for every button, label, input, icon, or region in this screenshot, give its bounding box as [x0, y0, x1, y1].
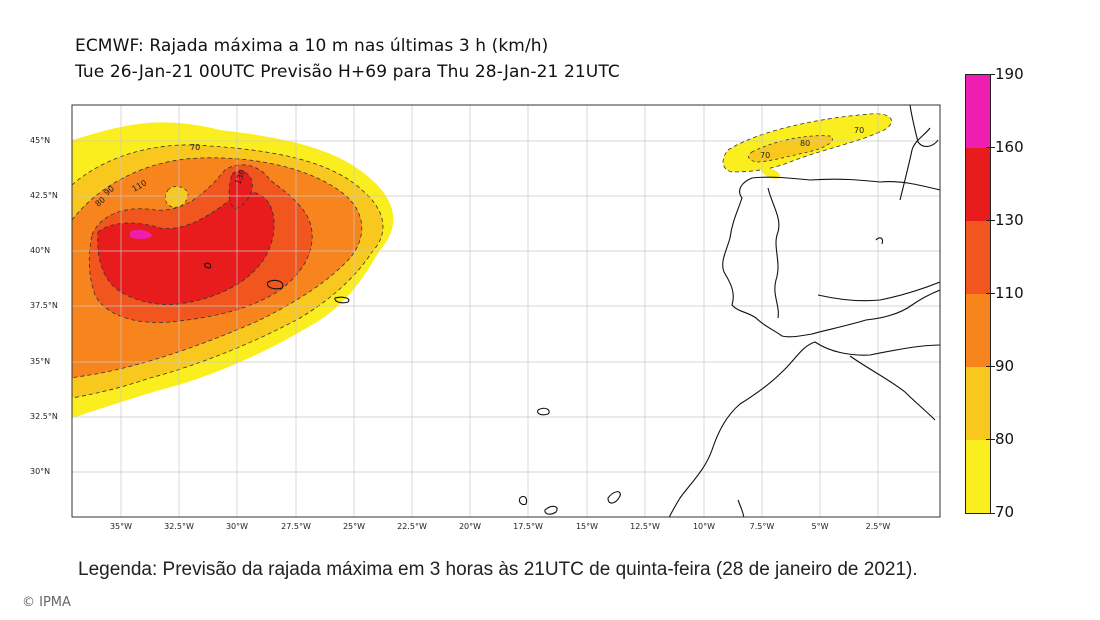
contour-label-70-coast: 70 [760, 151, 770, 160]
colorbar-tick [986, 147, 995, 148]
gust-zone-80-biscay [748, 135, 833, 163]
colorbar-tick [986, 74, 995, 75]
colorbar-label: 70 [995, 503, 1015, 521]
canary-island-1 [607, 491, 621, 504]
contour-label-70-biscay: 70 [854, 126, 864, 135]
coordinate-grid [72, 105, 940, 517]
coastlines [204, 105, 940, 517]
azores-island-1 [266, 279, 284, 290]
lon-label: 30°W [225, 522, 249, 531]
gust-field-biscay [722, 113, 892, 179]
copyright-credit: © IPMA [22, 595, 71, 610]
colorbar-tick [986, 293, 995, 294]
lon-label: 15°W [575, 522, 599, 531]
colorbar-label: 160 [995, 138, 1024, 156]
lat-label: 45°N [30, 136, 51, 145]
lat-label: 32.5°N [30, 412, 58, 421]
gust-zone-80-island [164, 186, 189, 208]
colorbar-segment-160-190 [966, 75, 990, 148]
lon-label: 32.5°W [164, 522, 194, 531]
colorbar-label: 110 [995, 284, 1024, 302]
lon-label: 35°W [109, 522, 133, 531]
map-title: ECMWF: Rajada máxima a 10 m nas últimas … [75, 36, 549, 56]
balearic-island [875, 237, 884, 245]
lon-label: 17.5°W [513, 522, 543, 531]
gust-zone-160 [130, 229, 152, 240]
lon-label: 20°W [458, 522, 482, 531]
colorbar-segment-80-90 [966, 367, 990, 440]
madeira-island [537, 407, 550, 416]
colorbar-segment-130-160 [966, 148, 990, 221]
inner-border [817, 281, 940, 302]
contour-label-80-biscay: 80 [800, 139, 810, 148]
colorbar-tick [986, 366, 995, 367]
lat-label: 37.5°N [30, 301, 58, 310]
lat-label: 42.5°N [30, 191, 58, 200]
colorbar-tick [986, 513, 995, 514]
colorbar-label: 190 [995, 65, 1024, 83]
lon-label: 25°W [342, 522, 366, 531]
map-subtitle: Tue 26-Jan-21 00UTC Previsão H+69 para T… [75, 62, 620, 82]
gust-zone-130 [97, 191, 275, 305]
morocco-coast [668, 341, 940, 517]
colorbar-segment-90-110 [966, 294, 990, 367]
colorbar-tick [986, 439, 995, 440]
lat-label: 30°N [30, 467, 51, 476]
lon-label: 22.5°W [397, 522, 427, 531]
gust-field-atlantic [72, 122, 394, 419]
lon-label: 5°W [811, 522, 829, 531]
western-sahara-border [737, 499, 745, 517]
lon-label: 27.5°W [281, 522, 311, 531]
lon-label: 2.5°W [865, 522, 891, 531]
lon-label: 7.5°W [749, 522, 775, 531]
caption: Legenda: Previsão da rajada máxima em 3 … [78, 559, 918, 580]
colorbar [965, 74, 991, 514]
europe-coast-north [909, 105, 939, 148]
portugal-border [767, 187, 780, 319]
colorbar-segment-70-80 [966, 440, 990, 513]
canary-island-2 [544, 505, 558, 515]
canary-island-3 [518, 495, 528, 506]
contour-label-70: 70 [190, 143, 200, 152]
colorbar-tick [986, 220, 995, 221]
lon-label: 12.5°W [630, 522, 660, 531]
colorbar-segment-110-130 [966, 221, 990, 294]
gust-zone-70-coast [760, 167, 781, 179]
colorbar-label: 80 [995, 430, 1015, 448]
lat-label: 40°N [30, 246, 51, 255]
azores-island-2 [334, 296, 350, 304]
colorbar-label: 130 [995, 211, 1024, 229]
algeria-border [849, 355, 936, 421]
iberia-coast [722, 176, 940, 338]
gust-zone-130-spur [228, 170, 253, 209]
colorbar-label: 90 [995, 357, 1015, 375]
lat-label: 35°N [30, 357, 51, 366]
north-border [899, 127, 931, 201]
lon-label: 10°W [692, 522, 716, 531]
map-frame [71, 104, 941, 518]
azores-island-3 [204, 262, 212, 269]
